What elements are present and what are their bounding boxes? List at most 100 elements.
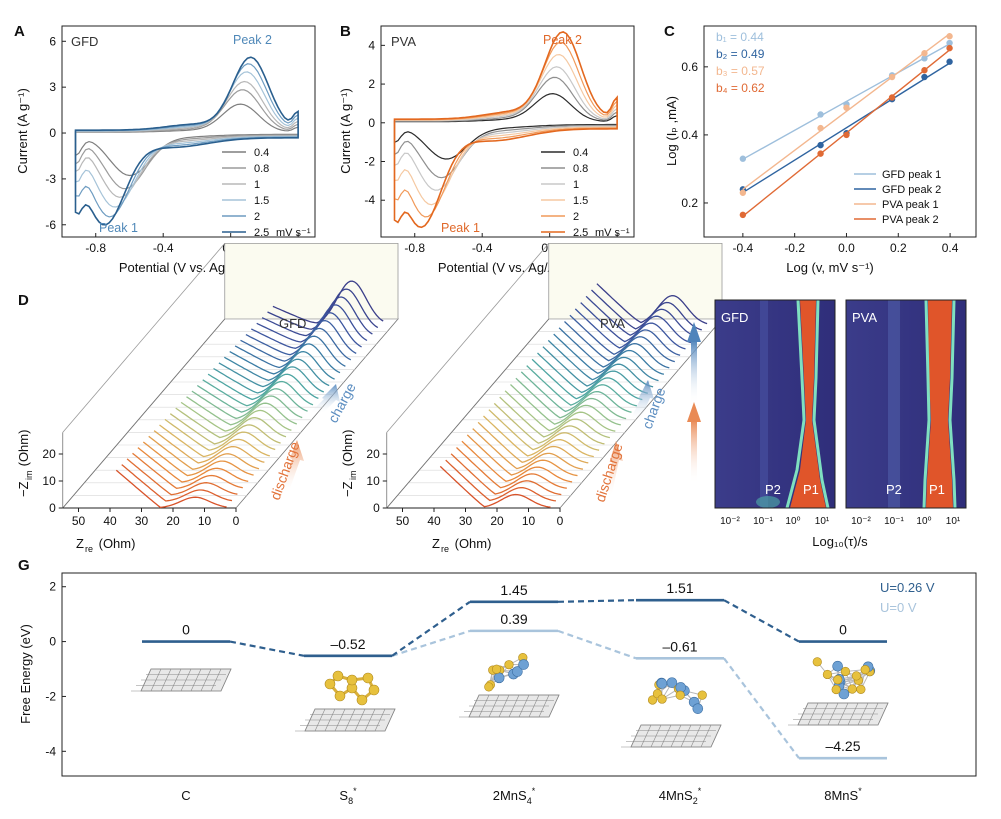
g-connector-0-3 (723, 599, 800, 643)
d-top-edge (62, 243, 226, 433)
g-category-sup-3: * (698, 786, 702, 796)
a-xtick-label-1: -0.4 (153, 241, 174, 255)
e-eis-curve-15 (520, 371, 632, 413)
panel-f-gfd-p1-band (790, 300, 826, 508)
b-legend-label-0.8: 0.8 (573, 163, 588, 175)
g-graphene-col-0-1 (150, 668, 162, 692)
g-graphene-col-3-7 (700, 724, 712, 748)
a-ytick-label-1: -3 (45, 172, 56, 186)
panel-letter-a: A (14, 23, 25, 40)
g-graphene-col-4-3 (827, 702, 839, 726)
panel-d-curves (115, 280, 384, 509)
e-eis-curve-2 (450, 453, 562, 496)
g-2mns4-cluster-atom-10 (518, 659, 529, 670)
c-point-3-5 (946, 44, 953, 52)
g-graphene-sheet-4 (788, 702, 889, 726)
c-point-1-1 (817, 141, 824, 149)
b-ytick-label-1: -2 (364, 155, 375, 169)
c-slope-label-3: b₄ = 0.62 (716, 81, 765, 95)
panel-g-legend-u026: U=0.26 V (880, 580, 935, 595)
panel-f-gfd-xtick-2: 10⁰ (785, 516, 800, 527)
panel-f-gfd-xtick-3: 10¹ (815, 516, 830, 527)
b-legend-label-2.5: 2.5 (573, 227, 588, 239)
g-8mns-cluster-atom-6 (851, 671, 862, 681)
d-eis-curve-16 (202, 379, 314, 407)
panel-f-pva-xtick-2: 10⁰ (916, 516, 931, 527)
d-eis-curve-17 (207, 373, 319, 401)
c-point-2-3 (888, 73, 896, 81)
c-legend-label-3: PVA peak 2 (882, 214, 939, 226)
e-eis-curve-18 (537, 352, 648, 394)
g-s8-atom-4 (368, 684, 380, 696)
g-graphene-sheet-3 (621, 724, 722, 748)
g-category-main-3: 4MnS (659, 788, 693, 803)
g-level-label-0-4: 0 (839, 622, 847, 638)
g-graphene-col-0-3 (170, 668, 182, 692)
g-graphene-col-0-7 (210, 668, 222, 692)
panel-e-curves (439, 283, 708, 508)
panel-f-arrow-orange (691, 420, 697, 484)
g-connector-1-1 (391, 629, 471, 657)
g-category-sup-4: * (858, 786, 862, 796)
c-xtick-label-3: 0.2 (890, 241, 907, 255)
panel-a-ylabel: Current (A g⁻¹) (15, 88, 30, 174)
d-xtick-label-5: 0 (233, 514, 240, 528)
e-eis-curve-0 (439, 465, 551, 508)
c-point-3-4 (921, 67, 928, 74)
g-4mns2-cluster-atom-11 (657, 694, 667, 704)
panel-g-categories: C S8* 2MnS4* 4MnS2* 8MnS* (181, 786, 862, 806)
a-legend-unit: mV s⁻¹ (276, 227, 311, 239)
g-category-sub-2: 4 (527, 796, 532, 806)
g-category-sub-3: 2 (693, 796, 698, 806)
b-xtick-label-0: -0.8 (404, 241, 425, 255)
g-graphene-col-0-4 (180, 668, 192, 692)
panel-c-series (739, 32, 953, 219)
c-point-2-1 (817, 124, 824, 132)
a-legend-label-2: 2 (254, 211, 260, 223)
e-eis-curve-9 (488, 409, 600, 451)
g-category-main-1: S (339, 788, 348, 803)
g-connector-1-3 (723, 657, 800, 759)
e-eis-curve-16 (526, 365, 638, 407)
e-xtick-label-1: 40 (427, 514, 441, 528)
g-graphene-col-1-0 (304, 708, 316, 732)
d-eis-curve-0 (115, 469, 227, 509)
g-graphene-col-2-5 (518, 694, 530, 718)
e-top-edge (386, 243, 550, 433)
g-graphene-col-2-1 (478, 694, 490, 718)
c-point-0-0 (739, 155, 747, 162)
e-eis-curve-8 (483, 415, 594, 458)
panel-g-ylabel: Free Energy (eV) (18, 624, 33, 724)
d-depth-edge (62, 318, 226, 509)
a-legend-label-0.4: 0.4 (254, 147, 269, 159)
panel-d-xlabel-unit: (Ohm) (95, 536, 135, 551)
g-2mns4-cluster-atom-6 (512, 666, 523, 677)
panel-d-xlabel: Z re (Ohm) (76, 536, 135, 554)
b-ytick-label-4: 4 (368, 38, 375, 52)
g-s8-atom-1 (334, 690, 346, 702)
g-2mns4-cluster-atom-5 (493, 672, 505, 684)
panel-f-arrow-blue (691, 340, 697, 404)
e-depth-edge (386, 318, 550, 509)
g-graphene-col-3-5 (680, 724, 692, 748)
panel-f-gfd-p2-blob (756, 496, 780, 508)
panel-b-ylabel: Current (A g⁻¹) (338, 88, 353, 174)
e-xtick-label-5: 0 (557, 514, 564, 528)
g-graphene-col-4-6 (857, 702, 869, 726)
g-graphene-col-3-2 (650, 724, 662, 748)
g-level-label-1-2: 0.39 (500, 611, 527, 627)
panel-a-peak1-label: Peak 1 (99, 221, 138, 235)
panel-f-gfd-xtick-1: 10⁻¹ (753, 516, 773, 527)
panel-letter-g: G (18, 557, 30, 574)
d-xtick-label-2: 30 (135, 514, 149, 528)
d-xtick-label-4: 10 (198, 514, 212, 528)
c-point-2-4 (921, 50, 928, 57)
panel-c: -0.4 -0.2 0.0 0.2 0.4 0.2 0.4 0.6 b₁ = 0.44 b₂ =… (664, 25, 977, 275)
e-eis-curve-13 (510, 384, 621, 426)
panel-f: GFD P2 P1 PVA P2 P1 10⁻² 10⁻¹ 10⁰ 10¹ 10… (687, 299, 967, 549)
d-eis-curve-20 (223, 350, 335, 381)
g-2mns4-cluster-atom-9 (491, 664, 502, 674)
g-8mns-cluster-atom-14 (822, 669, 833, 680)
g-category-main-0: C (181, 788, 190, 803)
g-category-3: 4MnS2* (659, 786, 702, 806)
